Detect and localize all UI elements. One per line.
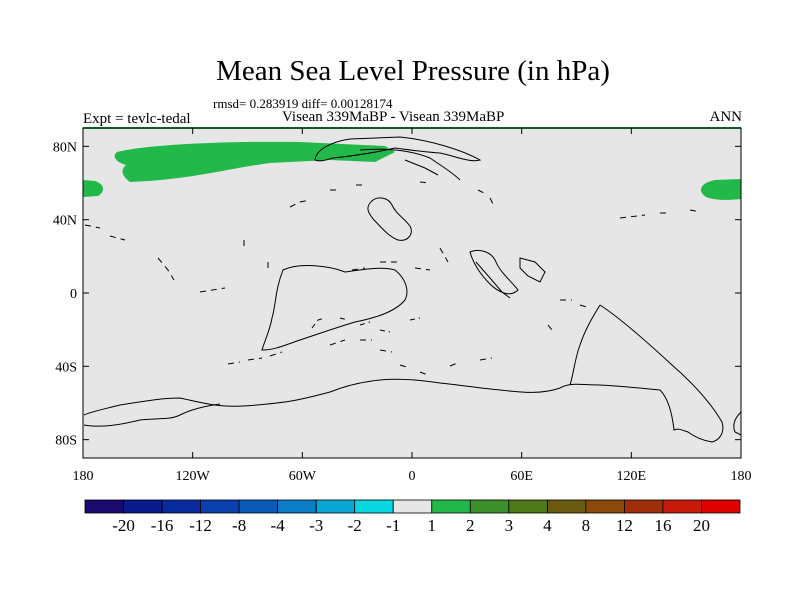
- lat-tick-label: 0: [70, 287, 77, 302]
- colorbar-box: [469, 499, 510, 514]
- colorbar-box: [200, 499, 240, 514]
- colorbar-box: [277, 499, 317, 514]
- coastline-south-main: [83, 403, 221, 427]
- colorbar-label: 12: [616, 516, 633, 535]
- plot-title: Mean Sea Level Pressure (in hPa): [216, 55, 610, 87]
- coastline-north-inner2: [404, 159, 439, 176]
- season-label: ANN: [709, 109, 743, 125]
- colorbar-label: 20: [693, 516, 710, 535]
- lat-tick-label: 40N: [53, 214, 77, 229]
- colorbar-box: [161, 499, 201, 514]
- lon-tick-label: 0: [409, 469, 416, 484]
- colorbar-label: -12: [189, 516, 212, 535]
- coastline-south-peninsula: [569, 304, 601, 386]
- colorbar-box: [238, 499, 279, 514]
- anomaly-patch-east: [700, 179, 741, 200]
- colorbar-label: -2: [348, 516, 362, 535]
- colorbar-label: 16: [654, 516, 671, 535]
- colorbar-label: 1: [428, 516, 437, 535]
- anomaly-patch-west: [83, 180, 104, 197]
- coastline-east-edge: [733, 411, 742, 436]
- colorbar-box: [546, 499, 587, 514]
- lon-tick-label: 120E: [617, 469, 647, 484]
- lon-tick-label: 180: [731, 469, 752, 484]
- coastline-island: [519, 257, 546, 283]
- colorbar-boxes: [84, 499, 741, 514]
- colorbar-box: [585, 499, 625, 514]
- map-background: [83, 128, 741, 458]
- latitude-axis: 80N 40N 0 40S 80S: [53, 140, 741, 449]
- longitude-axis: 180 120W 60W 0 60E 120E 180: [73, 128, 752, 484]
- anomaly-patch-north: [114, 141, 395, 182]
- coastline-island: [469, 249, 519, 295]
- colorbar-box: [508, 499, 548, 514]
- colorbar-label: -1: [386, 516, 400, 535]
- colorbar-box: [431, 499, 471, 514]
- colorbar-box: [392, 499, 433, 514]
- map-body: [82, 127, 742, 459]
- colorbar-box: [84, 499, 124, 514]
- colorbar-label: -20: [112, 516, 135, 535]
- colorbar-box: [624, 499, 664, 514]
- lon-tick-label: 120W: [176, 469, 211, 484]
- coastline-fragment: [227, 339, 493, 376]
- coastline-fragment: [289, 181, 495, 208]
- colorbar-label: 4: [543, 516, 552, 535]
- experiment-label: Expt = tevlc-tedal: [83, 111, 191, 127]
- colorbar-label: -4: [271, 516, 286, 535]
- lon-tick-label: 60W: [289, 469, 317, 484]
- coastline-fragment: [311, 317, 421, 333]
- coastline-south: [261, 265, 408, 351]
- colorbar-label: -16: [151, 516, 174, 535]
- colorbar-labels: -20 -16 -12 -8 -4 -3 -2 -1 1 2 3 4 8 12 16 20: [112, 516, 710, 535]
- coastline-fragment: [619, 209, 701, 219]
- coastline-north: [314, 136, 482, 162]
- colorbar-label: 3: [505, 516, 514, 535]
- subtitle: Visean 339MaBP - Visean 339MaBP: [282, 109, 505, 125]
- coastline-fragment: [84, 224, 591, 331]
- colorbar-box: [315, 499, 356, 514]
- lat-tick-label: 80S: [55, 434, 77, 449]
- colorbar-label: 2: [466, 516, 475, 535]
- colorbar-box: [123, 499, 163, 514]
- coastline-fragment: [157, 240, 449, 293]
- colorbar-label: -8: [232, 516, 246, 535]
- coastline-north-inner: [359, 148, 461, 181]
- colorbar-label: 8: [582, 516, 591, 535]
- lon-tick-label: 180: [73, 469, 94, 484]
- colorbar-box: [354, 499, 394, 514]
- coastline-island: [475, 261, 511, 299]
- lat-tick-label: 80N: [53, 140, 77, 155]
- lat-tick-label: 40S: [55, 360, 77, 375]
- lon-tick-label: 60E: [510, 469, 533, 484]
- coastlines: [83, 136, 742, 443]
- colorbar-box: [701, 499, 741, 514]
- stats-label: rmsd= 0.283919 diff= 0.00128174: [213, 96, 393, 111]
- coastline-island: [367, 197, 412, 241]
- colorbar-box: [662, 499, 702, 514]
- colorbar-label: -3: [309, 516, 323, 535]
